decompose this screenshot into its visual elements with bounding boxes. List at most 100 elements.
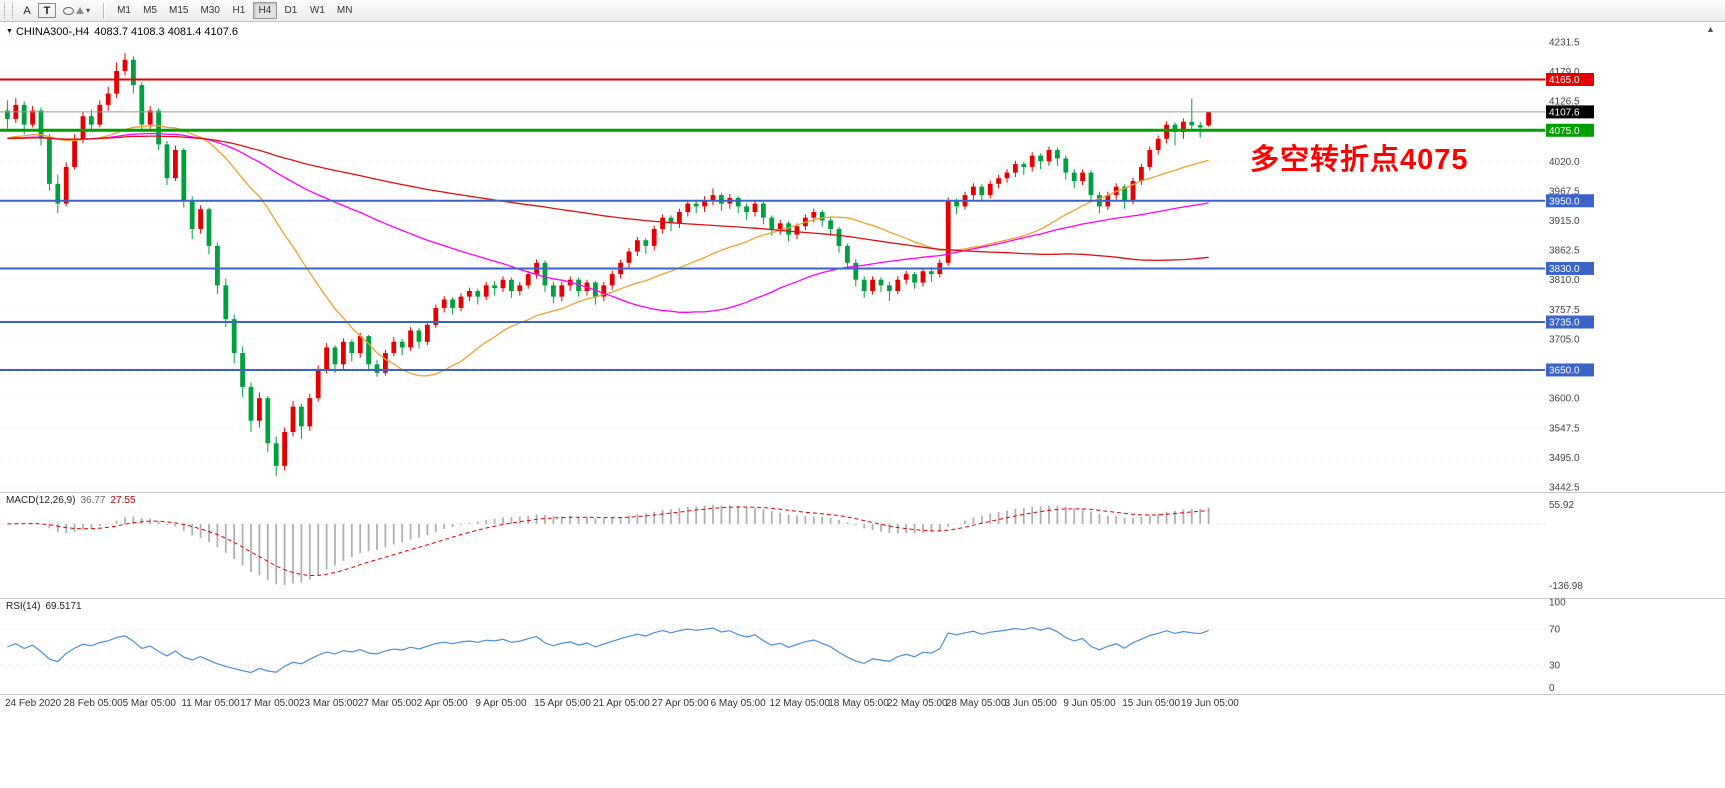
toolbar-separator	[103, 2, 105, 19]
candle-body	[1181, 121, 1186, 132]
time-label: 19 Jun 05:00	[1181, 698, 1239, 709]
time-label: 22 May 05:00	[887, 698, 948, 709]
candle-body	[710, 195, 716, 201]
timeframe-button-m15[interactable]: M15	[164, 2, 193, 19]
level-tag-label: 3830.0	[1549, 264, 1580, 275]
candle-body	[903, 274, 909, 280]
macd-signal-value: 27.55	[110, 495, 136, 506]
level-tag-label: 4165.0	[1549, 75, 1580, 86]
dropdown-caret-icon: ▾	[86, 6, 91, 15]
candle-body	[290, 406, 296, 433]
time-label: 5 Mar 05:00	[122, 698, 176, 709]
candle-body	[265, 398, 271, 444]
last-price-tag-label: 4107.6	[1549, 107, 1580, 118]
candle-body	[332, 347, 338, 365]
text-label-tool-button[interactable]: A	[18, 2, 36, 20]
candle-body	[609, 274, 615, 286]
price-tick-label: 3862.5	[1549, 246, 1580, 257]
candle-body	[971, 186, 976, 196]
price-tick-label: 4020.0	[1549, 157, 1580, 168]
price-tick-label: 3810.0	[1549, 275, 1580, 286]
timeframe-button-m5[interactable]: M5	[138, 2, 162, 19]
candle-body	[643, 240, 649, 246]
price-tick-label: 3967.5	[1549, 186, 1580, 197]
candle-body	[181, 150, 187, 201]
timeframe-button-m30[interactable]: M30	[195, 2, 224, 19]
candle-body	[173, 150, 178, 179]
level-tag	[1546, 261, 1594, 275]
candle-body	[509, 279, 514, 292]
candle-body	[1130, 181, 1136, 201]
candle-body	[660, 217, 665, 229]
candle-body	[139, 85, 145, 125]
time-axis[interactable]: 24 Feb 2020 28 Feb 05:00 5 Mar 05:00 11 Mar…	[0, 696, 1725, 714]
symbol-marker-icon: ▼	[6, 28, 13, 35]
candle-body	[887, 285, 892, 292]
time-label: 18 May 05:00	[828, 698, 889, 709]
candle-body	[97, 104, 103, 125]
candle-body	[811, 212, 817, 218]
candle-body	[1147, 150, 1153, 167]
candle-body	[5, 110, 10, 119]
candle-body	[819, 212, 825, 221]
candle-body	[147, 110, 153, 125]
candle-body	[257, 398, 262, 421]
candle-body	[929, 271, 934, 275]
annotation-text-object[interactable]: 多空转折点4075	[1250, 144, 1469, 176]
timeframe-button-h4[interactable]: H4	[252, 2, 277, 19]
candle-body	[1046, 150, 1052, 162]
toolbar-grip[interactable]	[4, 3, 13, 18]
macd-axis-max-label: 55.92	[1549, 500, 1574, 511]
candle-body	[777, 223, 783, 229]
time-label: 24 Feb 2020	[5, 698, 62, 709]
time-label: 27 Apr 05:00	[651, 698, 709, 709]
candle-body	[744, 206, 749, 213]
candle-body	[307, 398, 313, 427]
candle-body	[72, 138, 77, 167]
shapes-dropdown-button[interactable]: ▾	[58, 2, 95, 20]
candle-body	[525, 274, 531, 286]
time-label: 9 Jun 05:00	[1063, 698, 1116, 709]
candle-body	[945, 200, 951, 263]
level-tag-label: 3650.0	[1549, 365, 1580, 376]
candle-body	[105, 93, 111, 105]
candle-body	[635, 240, 640, 252]
macd-main-value: 36.77	[80, 495, 106, 506]
rsi-value: 69.5171	[45, 601, 82, 612]
candle-body	[215, 245, 220, 286]
timeframe-button-w1[interactable]: W1	[305, 2, 330, 19]
time-label: 3 Jun 05:00	[1004, 698, 1057, 709]
candle-body	[1021, 164, 1027, 167]
candle-body	[156, 110, 161, 145]
timeframe-button-m1[interactable]: M1	[112, 2, 136, 19]
candle-body	[1029, 155, 1035, 167]
time-label: 15 Apr 05:00	[534, 698, 591, 709]
timeframe-button-h1[interactable]: H1	[227, 2, 251, 19]
candle-body	[895, 279, 901, 292]
candle-body	[63, 166, 69, 204]
candle-body	[38, 110, 44, 139]
time-label: 2 Apr 05:00	[416, 698, 468, 709]
chart-shift-marker-icon[interactable]: ▲	[1706, 24, 1715, 34]
candle-body	[425, 324, 430, 342]
candle-body	[1139, 166, 1144, 182]
level-tag-label: 3735.0	[1549, 318, 1580, 329]
candle-body	[198, 209, 203, 229]
macd-signal-line	[7, 506, 1209, 577]
text-tool-button[interactable]: T	[38, 3, 56, 18]
candle-body	[1013, 164, 1018, 173]
candle-body	[1004, 172, 1010, 179]
timeframe-button-d1[interactable]: D1	[279, 2, 303, 19]
candle-body	[1063, 158, 1069, 173]
candle-body	[349, 341, 355, 354]
candle-body	[1080, 172, 1085, 182]
candle-body	[282, 432, 287, 466]
ma-line-24	[7, 124, 1209, 377]
timeframe-button-mn[interactable]: MN	[332, 2, 358, 19]
time-label: 17 Mar 05:00	[240, 698, 300, 709]
candle-body	[559, 285, 565, 297]
candle-body	[752, 203, 758, 213]
candle-body	[786, 223, 791, 235]
